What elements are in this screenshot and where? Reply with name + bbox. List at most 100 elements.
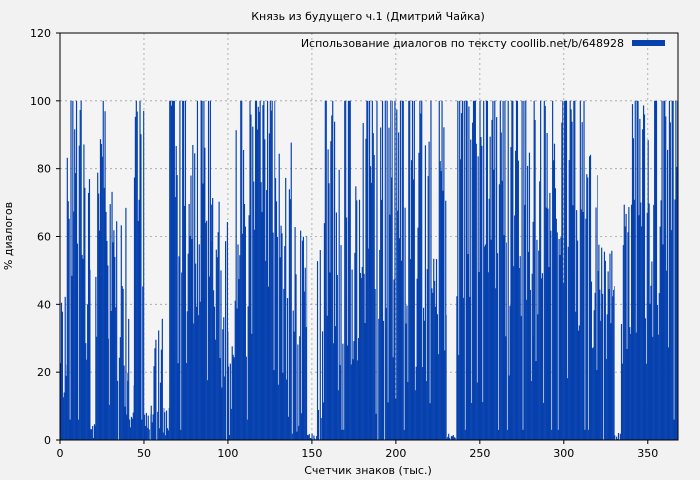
bar bbox=[389, 214, 391, 440]
bar bbox=[655, 100, 658, 440]
bar bbox=[641, 226, 643, 440]
bar bbox=[458, 354, 460, 440]
y-tick-label: 120 bbox=[30, 27, 51, 40]
bar bbox=[264, 139, 266, 440]
bar bbox=[280, 225, 282, 440]
bar bbox=[491, 119, 493, 441]
bar bbox=[122, 288, 124, 440]
bar bbox=[63, 392, 65, 440]
bar bbox=[219, 358, 221, 440]
bar bbox=[108, 404, 110, 440]
bar bbox=[195, 306, 198, 440]
bar bbox=[448, 433, 450, 440]
bar bbox=[543, 100, 545, 440]
bar bbox=[322, 402, 325, 440]
bar bbox=[444, 350, 446, 440]
bar bbox=[619, 433, 621, 440]
bar bbox=[222, 329, 224, 440]
bar bbox=[449, 437, 451, 440]
bar bbox=[309, 438, 311, 440]
bar bbox=[478, 271, 480, 440]
bar bbox=[360, 278, 362, 440]
bar bbox=[462, 297, 464, 440]
bar bbox=[669, 122, 671, 440]
bar bbox=[159, 428, 161, 440]
bar bbox=[356, 200, 358, 440]
bar bbox=[501, 180, 503, 440]
bar bbox=[650, 285, 652, 440]
bar bbox=[110, 311, 112, 440]
bar bbox=[574, 100, 576, 440]
bar bbox=[401, 100, 403, 440]
bar bbox=[471, 402, 473, 440]
bar bbox=[260, 182, 262, 440]
bar bbox=[112, 242, 114, 440]
bar bbox=[74, 129, 76, 440]
bar bbox=[266, 100, 269, 440]
bar bbox=[78, 145, 80, 440]
bar bbox=[380, 127, 382, 440]
bar bbox=[118, 357, 121, 440]
bar bbox=[91, 429, 93, 440]
bar bbox=[490, 239, 492, 440]
bar bbox=[646, 212, 648, 440]
bar bbox=[320, 418, 322, 440]
bar bbox=[536, 239, 538, 440]
bar bbox=[645, 363, 647, 440]
bar bbox=[598, 244, 600, 440]
bar bbox=[435, 259, 438, 440]
legend-swatch bbox=[632, 40, 665, 46]
bar bbox=[134, 116, 136, 440]
bar bbox=[541, 273, 544, 440]
bar bbox=[104, 111, 106, 440]
bar bbox=[302, 236, 304, 440]
bar bbox=[73, 211, 75, 440]
bar bbox=[283, 288, 285, 440]
bar bbox=[406, 305, 408, 440]
bar bbox=[248, 215, 250, 440]
bar bbox=[72, 100, 74, 440]
bar bbox=[97, 172, 99, 440]
bar bbox=[107, 265, 109, 440]
bar bbox=[484, 246, 486, 440]
bar bbox=[672, 100, 674, 440]
bar bbox=[371, 100, 373, 440]
bar bbox=[334, 326, 337, 440]
bar bbox=[520, 315, 522, 440]
bar bbox=[87, 192, 90, 440]
bar bbox=[255, 100, 258, 440]
bar bbox=[564, 100, 567, 440]
bar bbox=[630, 204, 633, 440]
bar bbox=[676, 166, 678, 440]
bar bbox=[628, 207, 630, 440]
bar bbox=[117, 380, 119, 440]
bar bbox=[623, 204, 625, 440]
bar bbox=[286, 379, 288, 440]
bar bbox=[529, 289, 531, 440]
bar bbox=[230, 408, 232, 440]
bar bbox=[129, 419, 131, 440]
bar bbox=[417, 227, 419, 440]
bar bbox=[673, 419, 675, 440]
bar bbox=[279, 257, 281, 440]
bar bbox=[138, 199, 140, 440]
bar bbox=[607, 271, 609, 440]
bar bbox=[233, 357, 235, 440]
bar bbox=[308, 433, 310, 440]
bar bbox=[229, 363, 231, 440]
bar bbox=[183, 205, 186, 440]
x-tick-label: 150 bbox=[301, 447, 322, 460]
bar bbox=[249, 100, 251, 440]
bar bbox=[508, 375, 510, 440]
bar bbox=[109, 204, 111, 440]
bar bbox=[603, 251, 606, 440]
bar bbox=[534, 120, 536, 441]
bar bbox=[195, 263, 197, 440]
bar bbox=[269, 100, 271, 440]
bar bbox=[205, 222, 207, 440]
bar bbox=[333, 121, 336, 440]
bar bbox=[540, 278, 543, 440]
bar bbox=[475, 143, 477, 440]
bar bbox=[111, 191, 113, 440]
bar bbox=[510, 147, 512, 440]
